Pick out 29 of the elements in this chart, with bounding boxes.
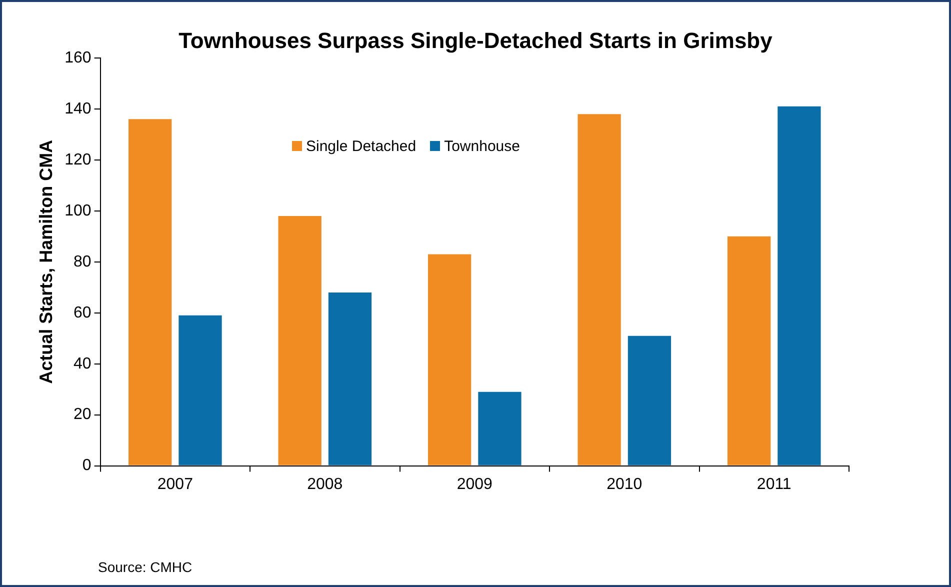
chart-title: Townhouses Surpass Single-Detached Starts in Grimsby: [178, 28, 772, 53]
y-tick-label: 140: [64, 100, 92, 118]
y-tick-label: 0: [82, 457, 92, 474]
y-tick-label: 40: [74, 355, 92, 372]
y-axis-title: Actual Starts, Hamilton CMA: [36, 140, 56, 384]
x-tick-label: 2009: [456, 476, 493, 493]
bar: [778, 106, 821, 466]
source-note: Source: CMHC: [98, 559, 192, 575]
y-tick-label: 100: [64, 202, 92, 220]
y-tick-label: 60: [74, 304, 92, 322]
bar: [178, 315, 222, 466]
bar: [578, 114, 621, 466]
legend-label: Townhouse: [443, 138, 520, 155]
x-tick-label: 2011: [756, 476, 792, 493]
x-tick-label: 2008: [307, 476, 343, 493]
y-tick-label: 20: [74, 406, 92, 424]
x-tick-label: 2007: [157, 476, 194, 493]
bar: [628, 336, 672, 466]
bar: [478, 392, 522, 466]
y-tick-label: 80: [74, 253, 92, 270]
bar: [328, 292, 372, 466]
legend-label: Single Detached: [305, 138, 416, 155]
bar: [727, 236, 771, 466]
y-tick-label: 160: [64, 49, 92, 66]
x-tick-label: 2010: [606, 476, 642, 493]
bar: [428, 254, 472, 466]
y-tick-label: 120: [64, 151, 92, 168]
bar: [128, 119, 172, 466]
bar: [278, 216, 322, 466]
